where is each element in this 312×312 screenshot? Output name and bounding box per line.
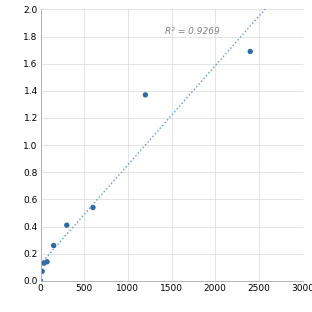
Point xyxy=(90,205,95,210)
Point xyxy=(64,223,69,228)
Point xyxy=(45,259,50,264)
Point xyxy=(51,243,56,248)
Text: R² = 0.9269: R² = 0.9269 xyxy=(165,27,219,36)
Point xyxy=(41,261,46,266)
Point xyxy=(38,278,43,283)
Point xyxy=(40,269,45,274)
Point xyxy=(248,49,253,54)
Point xyxy=(143,92,148,97)
